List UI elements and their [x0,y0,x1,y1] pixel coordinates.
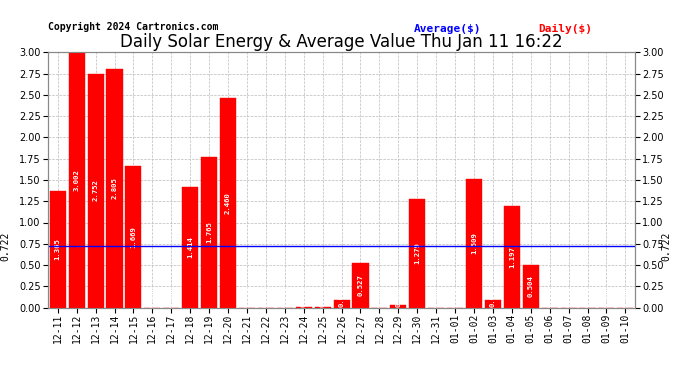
Text: 0.031: 0.031 [395,285,402,307]
Text: Average($): Average($) [414,24,482,34]
Text: 0.000: 0.000 [149,285,155,307]
Text: 1.509: 1.509 [471,232,477,254]
Bar [391,305,406,308]
Text: 0.504: 0.504 [528,275,534,297]
Text: 2.752: 2.752 [92,180,99,201]
Text: 1.414: 1.414 [187,237,193,258]
Text: 0.000: 0.000 [263,285,269,307]
Text: Daily($): Daily($) [538,24,592,34]
Bar [333,300,350,307]
Text: 0.000: 0.000 [604,285,609,307]
Text: 0.000: 0.000 [168,285,175,307]
Text: 0.000: 0.000 [546,285,553,307]
Text: 1.279: 1.279 [414,242,420,264]
Text: 0.000: 0.000 [566,285,571,307]
Bar [485,300,501,307]
Text: 1.669: 1.669 [130,226,137,248]
Text: 0.722: 0.722 [0,231,10,261]
Text: Copyright 2024 Cartronics.com: Copyright 2024 Cartronics.com [48,22,219,32]
Text: 0.000: 0.000 [452,285,458,307]
Bar [409,199,425,308]
Bar [504,206,520,308]
Text: 0.000: 0.000 [584,285,591,307]
Text: 0.003: 0.003 [319,285,326,307]
Text: 0.000: 0.000 [622,285,629,307]
Bar [50,192,66,308]
Text: 2.805: 2.805 [112,177,117,199]
Text: 0.090: 0.090 [339,285,344,307]
Bar [106,69,123,308]
Text: 1.197: 1.197 [509,246,515,268]
Text: 1.765: 1.765 [206,222,212,243]
Bar [353,263,368,308]
Text: 0.722: 0.722 [661,231,671,261]
Bar [466,179,482,308]
Text: 0.003: 0.003 [301,285,307,307]
Bar [220,98,236,308]
Bar [523,265,539,308]
Bar [88,74,103,308]
Bar [182,187,198,308]
Text: 1.365: 1.365 [55,238,61,260]
Bar [68,53,85,308]
Title: Daily Solar Energy & Average Value Thu Jan 11 16:22: Daily Solar Energy & Average Value Thu J… [120,33,563,51]
Text: 2.460: 2.460 [225,192,231,214]
Text: 0.000: 0.000 [433,285,439,307]
Text: 0.084: 0.084 [490,285,496,307]
Text: 0.000: 0.000 [244,285,250,307]
Bar [126,166,141,308]
Text: 0.000: 0.000 [376,285,382,307]
Text: 0.527: 0.527 [357,274,364,296]
Text: 3.002: 3.002 [74,169,79,191]
Bar [201,158,217,308]
Text: 0.000: 0.000 [282,285,288,307]
